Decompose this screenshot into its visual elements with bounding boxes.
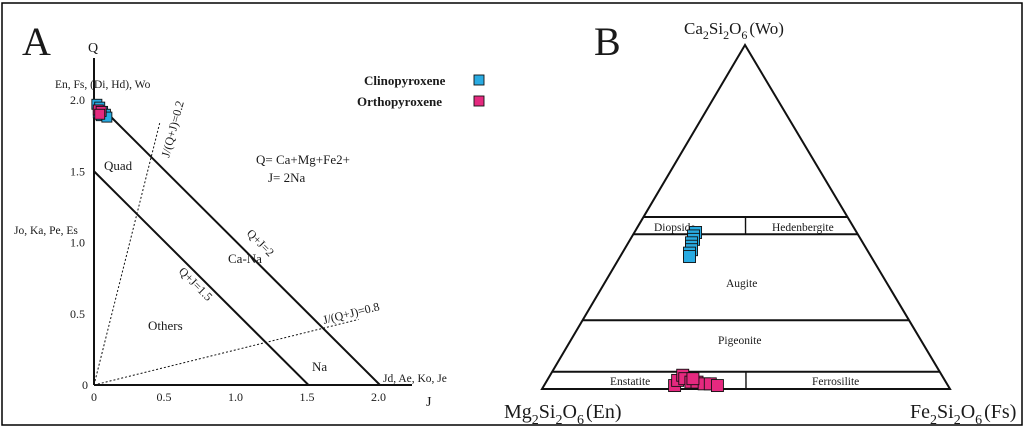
panel-a-label: A (22, 19, 51, 64)
line-label-q-j-1-5: Q+J=1.5 (176, 264, 216, 304)
formula-q: Q= Ca+Mg+Fe2+ (256, 152, 350, 167)
legend-swatch-clinopyroxene (473, 74, 485, 86)
legend-label-orthopyroxene: Orthopyroxene (357, 94, 442, 109)
corner-label-middle: Jo, Ka, Pe, Es (14, 225, 78, 237)
boundary-line-3 (93, 318, 359, 386)
field-ferrosilite: Ferrosilite (812, 376, 859, 388)
panel-b-points (668, 226, 724, 393)
field-pigeonite: Pigeonite (718, 335, 761, 347)
vertex-label-fs: Fe2Si2O6 (Fs) (910, 401, 1016, 427)
line-label-ratio-0-8: J/(Q+J)=0.8 (321, 299, 381, 327)
field-enstatite: Enstatite (610, 376, 650, 388)
q-axis-label: Q (88, 41, 98, 56)
panel-a-ticks: 0 0.5 1.0 1.5 2.0 0 0.5 1.0 1.5 2.0 (70, 93, 386, 404)
vertex-label-wo: Ca2Si2O6 (Wo) (684, 19, 784, 42)
panel-b: B Diopside Hedenbergite Augite Pigeonite… (504, 19, 1016, 427)
x-tick-label: 1.5 (300, 390, 315, 404)
x-tick-label: 0 (91, 390, 97, 404)
corner-label-top: En, Fs, (Di, Hd), Wo (55, 79, 151, 91)
boundary-line-1 (93, 170, 310, 386)
corner-label-bottom-right: Jd, Ae, Ko, Je (383, 373, 447, 385)
x-tick-label: 0.5 (157, 390, 172, 404)
panel-a: A 0 0.5 1.0 1.5 2.0 0 0.5 1.0 1.5 2.0 Q J En, Fs,… (14, 19, 485, 410)
boundary-line-0 (93, 99, 381, 386)
field-diopside: Diopside (654, 222, 696, 234)
boundary-line-2 (93, 122, 161, 386)
y-tick-label: 0 (82, 378, 88, 392)
x-tick-label: 2.0 (371, 390, 386, 404)
field-hedenbergite: Hedenbergite (772, 222, 834, 234)
y-tick-label: 1.5 (70, 164, 85, 178)
field-augite: Augite (726, 278, 757, 290)
y-tick-label: 1.0 (70, 236, 85, 250)
formula-j: J= 2Na (268, 170, 306, 185)
panel-b-lines (540, 43, 952, 390)
line-label-ratio-0-2: J/(Q+J)=0.2 (158, 99, 187, 159)
y-tick-label: 2.0 (70, 93, 85, 107)
x-tick-label: 1.0 (228, 390, 243, 404)
data-point-opx (94, 108, 106, 120)
panel-b-label: B (594, 19, 621, 64)
field-quad: Quad (104, 158, 133, 173)
field-others: Others (148, 318, 183, 333)
field-ca-na: Ca-Na (228, 251, 262, 266)
y-tick-label: 0.5 (70, 307, 85, 321)
legend-swatch-orthopyroxene (473, 95, 485, 107)
j-axis-label: J (426, 395, 432, 410)
legend-label-clinopyroxene: Clinopyroxene (364, 73, 446, 88)
data-point-cpx (683, 250, 696, 264)
vertex-label-en: Mg2Si2O6 (En) (504, 401, 621, 427)
data-point-opx (710, 379, 724, 393)
data-point-opx (686, 372, 700, 386)
field-na: Na (312, 359, 327, 374)
panel-a-points (91, 98, 113, 123)
